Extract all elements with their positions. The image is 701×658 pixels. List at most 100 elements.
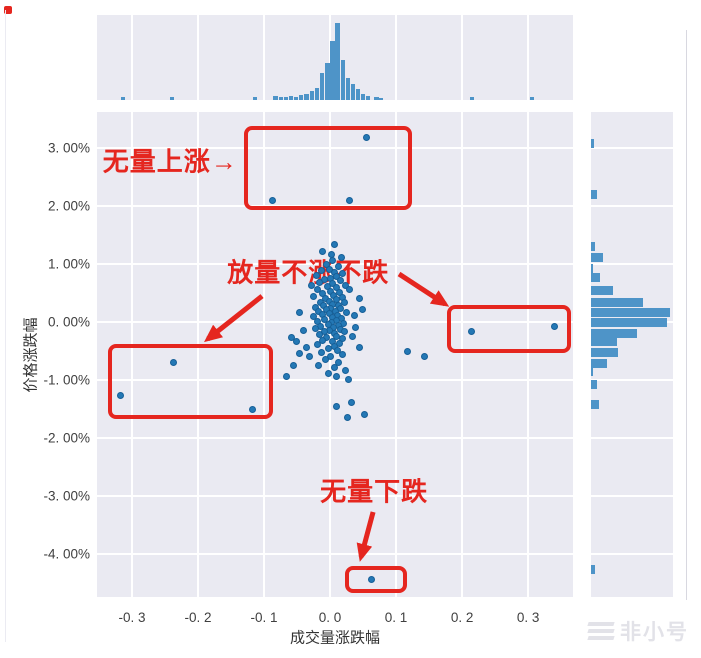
histogram-bar xyxy=(469,97,475,100)
gridline xyxy=(130,15,133,100)
scatter-point xyxy=(299,326,307,334)
histogram-bar xyxy=(273,96,278,100)
scatter-point xyxy=(319,247,327,255)
histogram-bar xyxy=(330,41,335,100)
gridline xyxy=(461,15,464,100)
scatter-point xyxy=(339,351,347,359)
histogram-bar xyxy=(169,97,175,100)
gridline xyxy=(97,379,573,382)
scatter-point xyxy=(341,328,349,336)
left-border-line xyxy=(5,10,6,642)
gridline xyxy=(591,437,673,440)
scatter-point xyxy=(309,293,317,301)
scatter-point xyxy=(355,294,363,302)
scatter-point xyxy=(312,271,320,279)
scatter-point xyxy=(363,134,371,142)
histogram-bar xyxy=(288,96,294,100)
histogram-bar xyxy=(591,379,597,389)
watermark: 非小号 xyxy=(587,616,689,646)
histogram-bar xyxy=(591,317,667,327)
histogram-bar xyxy=(591,307,670,317)
scatter-point xyxy=(311,324,319,332)
scatter-point xyxy=(339,270,347,278)
scatter-point xyxy=(337,254,345,262)
gridline xyxy=(461,112,464,597)
gridline xyxy=(97,205,573,208)
scatter-point xyxy=(349,332,357,340)
scatter-point xyxy=(341,367,349,375)
scatter-point xyxy=(467,328,475,336)
scatter-point xyxy=(348,398,356,406)
scatter-point xyxy=(315,361,323,369)
scatter-point xyxy=(345,196,353,204)
histogram-bar xyxy=(591,273,600,283)
y-tick-label: -1. 00% xyxy=(43,372,90,388)
scatter-point xyxy=(302,344,310,352)
x-tick-label: -0. 3 xyxy=(118,610,146,625)
histogram-bar xyxy=(591,328,637,338)
scatter-point xyxy=(333,403,341,411)
histogram-bar xyxy=(345,77,351,100)
scatter-point xyxy=(313,286,321,294)
scatter-point xyxy=(324,370,332,378)
gridline xyxy=(591,263,673,266)
scatter-point xyxy=(318,266,326,274)
x-tick-label: 0. 3 xyxy=(516,610,540,625)
histogram-bar xyxy=(325,62,330,100)
scatter-point xyxy=(319,336,327,344)
scatter-point xyxy=(318,348,326,356)
histogram-bar xyxy=(591,285,613,295)
scatter-point xyxy=(306,352,314,360)
box-left xyxy=(107,344,273,419)
x-axis-title: 成交量涨跌幅 xyxy=(289,629,381,647)
histogram-bar xyxy=(591,263,593,273)
gridline xyxy=(97,437,573,440)
rise-label: 无量上涨→ xyxy=(102,146,238,177)
y-tick-label: 1. 00% xyxy=(47,256,90,272)
histogram-bar xyxy=(314,87,320,100)
scatter-point xyxy=(361,410,369,418)
gridline xyxy=(130,112,133,597)
scatter-point xyxy=(296,309,304,317)
scatter-point xyxy=(325,345,333,353)
gridline xyxy=(329,15,332,100)
watermark-text: 非小号 xyxy=(620,621,689,644)
histogram-bar xyxy=(591,359,607,369)
scatter-point xyxy=(269,196,277,204)
histogram-bar xyxy=(360,93,366,100)
histogram-bar xyxy=(298,95,304,100)
histogram-bar xyxy=(591,241,595,251)
y-axis-title: 价格涨跌幅 xyxy=(22,317,40,393)
gridline xyxy=(97,495,573,498)
histogram-bar xyxy=(340,60,346,100)
histogram-bar xyxy=(335,22,340,100)
histogram-bar xyxy=(309,91,315,100)
scatter-point xyxy=(333,347,341,355)
gridline xyxy=(395,112,398,597)
x-tick-label: -0. 2 xyxy=(184,610,212,625)
y-tick-label: 0. 00% xyxy=(47,314,90,330)
gridline xyxy=(97,147,573,150)
histogram-bar xyxy=(591,367,593,377)
gridline xyxy=(591,205,673,208)
right-histogram-panel xyxy=(591,112,673,597)
scatter-point xyxy=(310,313,318,321)
scatter-point xyxy=(316,278,324,286)
scatter-point xyxy=(283,373,291,381)
scatter-point xyxy=(329,257,337,265)
histogram-bar xyxy=(591,297,643,307)
gridline xyxy=(197,15,199,100)
histogram-bar xyxy=(591,252,603,262)
watermark-logo-icon xyxy=(587,622,615,640)
histogram-bar xyxy=(319,72,325,100)
gridline xyxy=(395,15,398,100)
gridline xyxy=(591,553,673,556)
box-right xyxy=(447,305,572,353)
scatter-point xyxy=(116,391,124,399)
scatter-point xyxy=(332,373,340,381)
scatter-point xyxy=(344,376,352,384)
histogram-bar xyxy=(378,97,384,100)
gridline xyxy=(263,15,266,100)
scatter-point xyxy=(248,406,256,414)
box-drop xyxy=(345,566,408,593)
